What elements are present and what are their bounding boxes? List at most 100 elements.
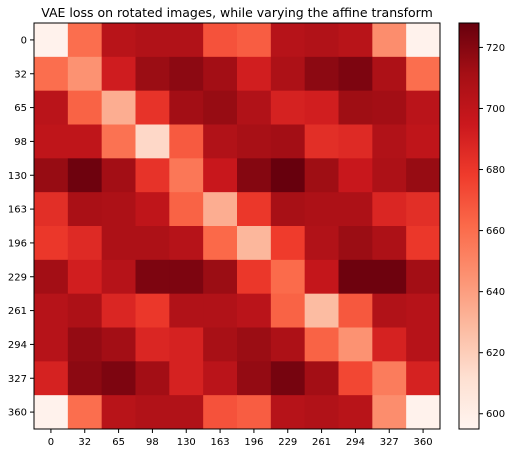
heatmap-cell (406, 56, 441, 92)
heatmap-cell (67, 192, 103, 227)
x-tick-label: 196 (244, 437, 263, 448)
colorbar-tick-label: 700 (486, 104, 505, 115)
heatmap-cell (34, 192, 69, 227)
y-tick-label: 65 (14, 103, 27, 114)
heatmap-cell (135, 327, 170, 362)
heatmap-cell (34, 327, 69, 362)
heatmap-cell (101, 158, 136, 193)
heatmap-cell (34, 293, 69, 328)
heatmap-cell (270, 56, 306, 92)
y-tick-label: 130 (8, 171, 27, 182)
heatmap-cell (270, 90, 306, 125)
heatmap-cell (372, 56, 407, 92)
heatmap-cell (237, 327, 272, 362)
y-tick-label: 360 (8, 408, 27, 419)
heatmap-cell (304, 56, 339, 92)
heatmap-cell (304, 90, 339, 125)
heatmap-cell (34, 158, 69, 193)
heatmap-cell (270, 158, 306, 193)
heatmap-cell (101, 124, 136, 159)
heatmap-cell (270, 293, 306, 328)
heatmap-cell (406, 124, 441, 159)
colorbar-tick-label: 680 (486, 165, 505, 176)
heatmap-cell (34, 259, 69, 295)
heatmap-cell (372, 192, 407, 227)
heatmap-cell (203, 293, 238, 328)
heatmap-cell (406, 90, 441, 125)
heatmap-cell (169, 259, 204, 295)
heatmap-cell (237, 293, 272, 328)
colorbar-ticks: 600 620 640 660 680 700 720 (479, 43, 505, 420)
heatmap-cell (304, 259, 339, 295)
heatmap-cell (406, 158, 441, 193)
heatmap-cell (237, 259, 272, 295)
heatmap-cell (338, 361, 373, 396)
heatmap-cell (67, 90, 103, 125)
y-tick-label: 261 (8, 306, 27, 317)
heatmap-cell (338, 56, 373, 92)
heatmap-cell (304, 327, 339, 362)
heatmap-cell (338, 124, 373, 159)
heatmap-cell (169, 226, 204, 261)
heatmap-cell (169, 56, 204, 92)
heatmap-cell (34, 90, 69, 125)
heatmap-cell (101, 293, 136, 328)
heatmap-cell (101, 226, 136, 261)
heatmap-cell (135, 259, 170, 295)
heatmap-cell (304, 226, 339, 261)
x-tick-label: 0 (48, 437, 54, 448)
heatmap-cell (372, 293, 407, 328)
heatmap-cell (270, 226, 306, 261)
heatmap-cell (203, 90, 238, 125)
heatmap-cell (101, 90, 136, 125)
heatmap-cell (34, 124, 69, 159)
heatmap-cell (338, 395, 373, 430)
colorbar-tick-label: 620 (486, 348, 505, 359)
heatmap-cell (169, 327, 204, 362)
heatmap-cell (203, 192, 238, 227)
heatmap-cell (372, 226, 407, 261)
heatmap-cell (372, 158, 407, 193)
heatmap-cell (338, 226, 373, 261)
heatmap-cell (135, 90, 170, 125)
heatmap-cell (135, 124, 170, 159)
heatmap-cell (406, 192, 441, 227)
heatmap-cell (135, 395, 170, 430)
colorbar (458, 22, 480, 430)
heatmap-cell (270, 361, 306, 396)
heatmap-cell (101, 56, 136, 92)
x-tick-label: 163 (211, 437, 230, 448)
heatmap-cell (67, 23, 103, 58)
heatmap-cell (338, 158, 373, 193)
heatmap-cell (67, 124, 103, 159)
heatmap-cell (135, 293, 170, 328)
y-tick-label: 32 (14, 69, 27, 80)
heatmap-cell (237, 192, 272, 227)
heatmap-cell (169, 395, 204, 430)
heatmap-cell (203, 327, 238, 362)
heatmap-cells (34, 23, 441, 430)
x-tick-label: 327 (380, 437, 399, 448)
heatmap-cell (270, 124, 306, 159)
y-tick-label: 196 (8, 238, 27, 249)
x-tick-label: 360 (414, 437, 433, 448)
plot-frame (33, 22, 441, 430)
x-tick-label: 65 (112, 437, 125, 448)
heatmap-cell (304, 192, 339, 227)
heatmap-cell (34, 361, 69, 396)
heatmap-cell (372, 23, 407, 58)
heatmap-cell (169, 293, 204, 328)
y-tick-label: 0 (21, 35, 27, 46)
heatmap-cell (135, 361, 170, 396)
heatmap-cell (237, 56, 272, 92)
heatmap-cell (237, 23, 272, 58)
x-tick-label: 130 (177, 437, 196, 448)
heatmap-cell (338, 90, 373, 125)
x-tick-label: 229 (278, 437, 297, 448)
heatmap-cell (372, 259, 407, 295)
heatmap-cell (338, 327, 373, 362)
x-tick-label: 261 (312, 437, 331, 448)
colorbar-tick-label: 600 (486, 409, 505, 420)
heatmap-cell (270, 327, 306, 362)
heatmap-cell (338, 259, 373, 295)
